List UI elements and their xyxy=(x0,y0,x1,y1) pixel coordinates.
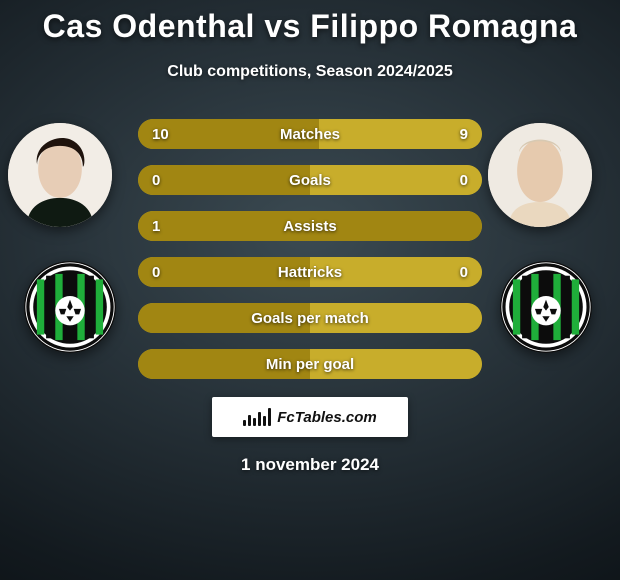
bars-icon xyxy=(243,408,271,426)
stat-row: Goals per match xyxy=(138,303,482,333)
stat-value-right: 0 xyxy=(460,172,468,189)
club-right-badge xyxy=(500,261,592,353)
stat-value-left: 0 xyxy=(152,172,160,189)
stat-label: Hattricks xyxy=(278,264,342,281)
player-right-avatar xyxy=(488,123,592,227)
date-text: 1 november 2024 xyxy=(0,455,620,475)
stat-label: Goals per match xyxy=(251,310,369,327)
stat-value-left: 10 xyxy=(152,126,169,143)
bar-segment xyxy=(253,418,256,426)
bar-segment xyxy=(248,415,251,426)
club-left-badge xyxy=(24,261,116,353)
club-crest-icon xyxy=(24,261,116,353)
logo-text: FcTables.com xyxy=(277,409,376,426)
stat-row: Goals 0 0 xyxy=(138,165,482,195)
stat-row: Assists 1 xyxy=(138,211,482,241)
person-icon xyxy=(8,123,112,227)
subtitle: Club competitions, Season 2024/2025 xyxy=(0,63,620,81)
stat-value-left: 1 xyxy=(152,218,160,235)
stat-value-right: 0 xyxy=(460,264,468,281)
stat-row: Matches 10 9 xyxy=(138,119,482,149)
stat-row: Hattricks 0 0 xyxy=(138,257,482,287)
stat-value-left: 0 xyxy=(152,264,160,281)
bar-segment xyxy=(258,412,261,426)
person-icon xyxy=(488,123,592,227)
source-logo: FcTables.com xyxy=(212,397,408,437)
stat-label: Assists xyxy=(283,218,336,235)
stat-label: Min per goal xyxy=(266,356,354,373)
club-crest-icon xyxy=(500,261,592,353)
bar-segment xyxy=(268,408,271,426)
bar-segment xyxy=(243,420,246,426)
stat-label: Goals xyxy=(289,172,331,189)
stat-bars: Matches109Goals00Assists1Hattricks00Goal… xyxy=(138,119,482,395)
stat-row: Min per goal xyxy=(138,349,482,379)
player-left-avatar xyxy=(8,123,112,227)
bar-segment xyxy=(263,416,266,426)
stat-fill-left xyxy=(138,165,310,195)
page-title: Cas Odenthal vs Filippo Romagna xyxy=(0,0,620,45)
stat-fill-right xyxy=(310,165,482,195)
infographic: Cas Odenthal vs Filippo Romagna Club com… xyxy=(0,0,620,580)
comparison-area: Matches109Goals00Assists1Hattricks00Goal… xyxy=(0,113,620,393)
stat-label: Matches xyxy=(280,126,340,143)
stat-value-right: 9 xyxy=(460,126,468,143)
stat-fill-right xyxy=(319,119,482,149)
